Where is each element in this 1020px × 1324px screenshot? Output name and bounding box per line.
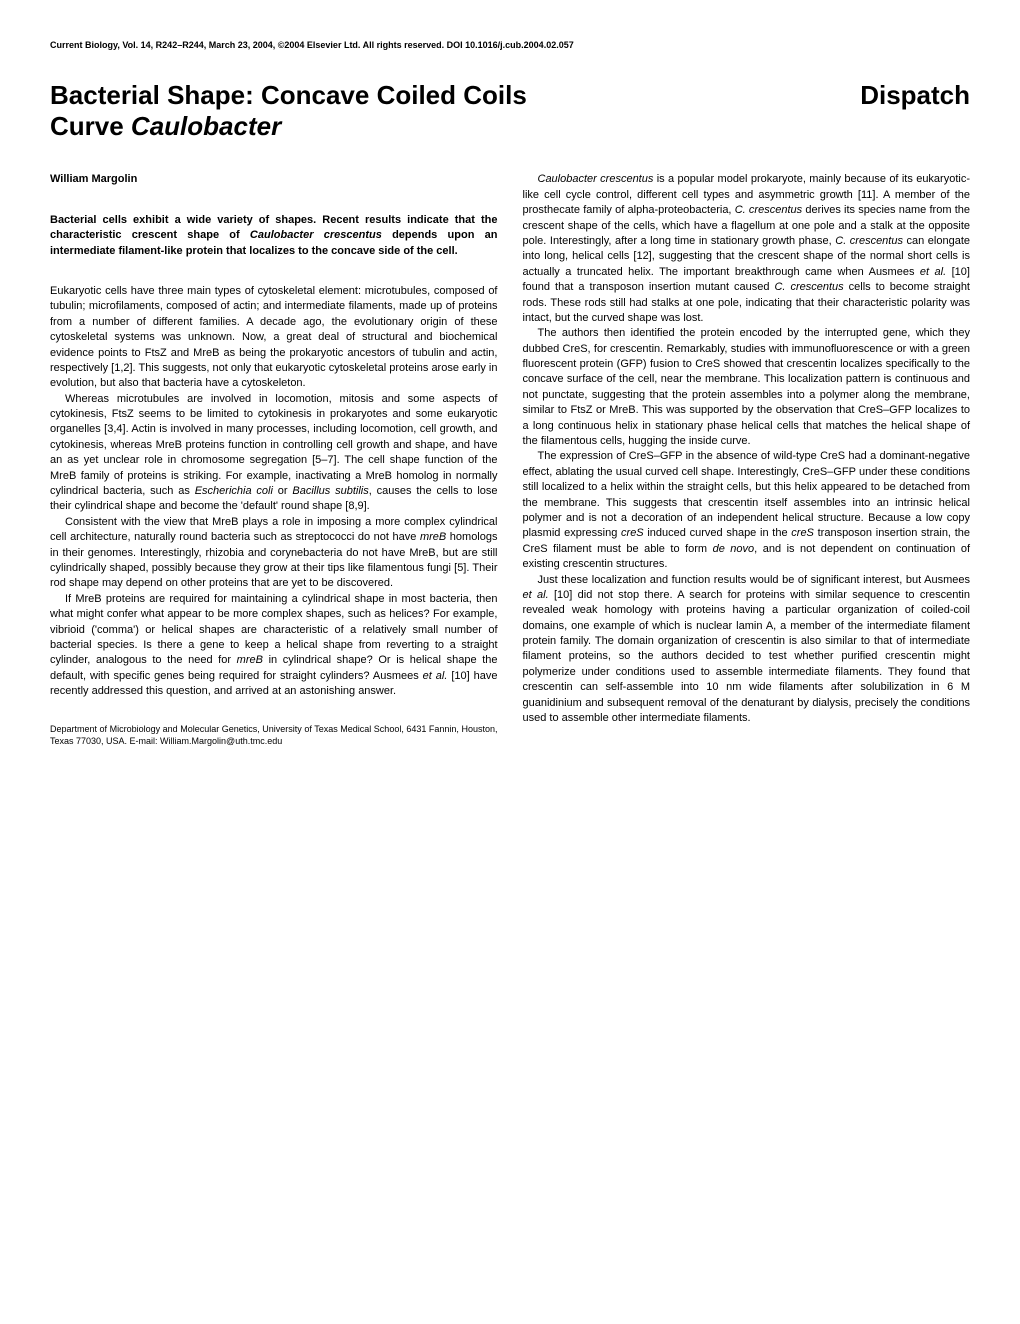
rp3-b: induced curved shape in the bbox=[644, 527, 792, 539]
left-para-4: If MreB proteins are required for mainta… bbox=[50, 592, 498, 700]
abstract: Bacterial cells exhibit a wide variety o… bbox=[50, 213, 498, 259]
dispatch-label: Dispatch bbox=[860, 80, 970, 111]
right-para-2: The authors then identified the protein … bbox=[523, 326, 971, 449]
rp1-i1: Caulobacter crescentus bbox=[538, 173, 654, 185]
title-line2: Curve bbox=[50, 111, 131, 141]
rp1-i2: C. crescentus bbox=[735, 204, 802, 216]
lp2-i1: Escherichia coli bbox=[195, 485, 273, 497]
lp4-i1: mreB bbox=[237, 654, 263, 666]
rp3-i2: creS bbox=[791, 527, 814, 539]
article-title: Bacterial Shape: Concave Coiled Coils Cu… bbox=[50, 80, 820, 142]
abstract-italic: Caulobacter crescentus bbox=[250, 229, 382, 241]
left-column: William Margolin Bacterial cells exhibit… bbox=[50, 172, 498, 747]
right-para-3: The expression of CreS–GFP in the absenc… bbox=[523, 449, 971, 572]
right-para-4: Just these localization and function res… bbox=[523, 573, 971, 727]
two-column-layout: William Margolin Bacterial cells exhibit… bbox=[50, 172, 970, 747]
lp3-i: mreB bbox=[420, 531, 446, 543]
rp3-i1: creS bbox=[621, 527, 644, 539]
lp2-m: or bbox=[273, 485, 292, 497]
title-row: Bacterial Shape: Concave Coiled Coils Cu… bbox=[50, 80, 970, 142]
rp4-a: Just these localization and function res… bbox=[538, 574, 971, 586]
lp2-i2: Bacillus subtilis bbox=[292, 485, 368, 497]
author-affiliation: Department of Microbiology and Molecular… bbox=[50, 724, 498, 747]
title-italic: Caulobacter bbox=[131, 111, 281, 141]
left-para-3: Consistent with the view that MreB plays… bbox=[50, 515, 498, 592]
title-line1: Bacterial Shape: Concave Coiled Coils bbox=[50, 80, 527, 110]
author-name: William Margolin bbox=[50, 172, 498, 187]
left-para-2: Whereas microtubules are involved in loc… bbox=[50, 392, 498, 515]
rp1-i4: et al. bbox=[920, 266, 946, 278]
rp4-i1: et al. bbox=[523, 589, 549, 601]
left-para-1: Eukaryotic cells have three main types o… bbox=[50, 284, 498, 392]
lp2-a: Whereas microtubules are involved in loc… bbox=[50, 393, 498, 497]
journal-header: Current Biology, Vol. 14, R242–R244, Mar… bbox=[50, 40, 970, 50]
lp4-i2: et al. bbox=[423, 670, 448, 682]
right-para-1: Caulobacter crescentus is a popular mode… bbox=[523, 172, 971, 326]
rp4-b: [10] did not stop there. A search for pr… bbox=[523, 589, 971, 724]
rp1-i3: C. crescentus bbox=[835, 235, 903, 247]
rp1-i5: C. crescentus bbox=[774, 281, 843, 293]
right-column: Caulobacter crescentus is a popular mode… bbox=[523, 172, 971, 747]
rp3-i3: de novo bbox=[713, 543, 755, 555]
